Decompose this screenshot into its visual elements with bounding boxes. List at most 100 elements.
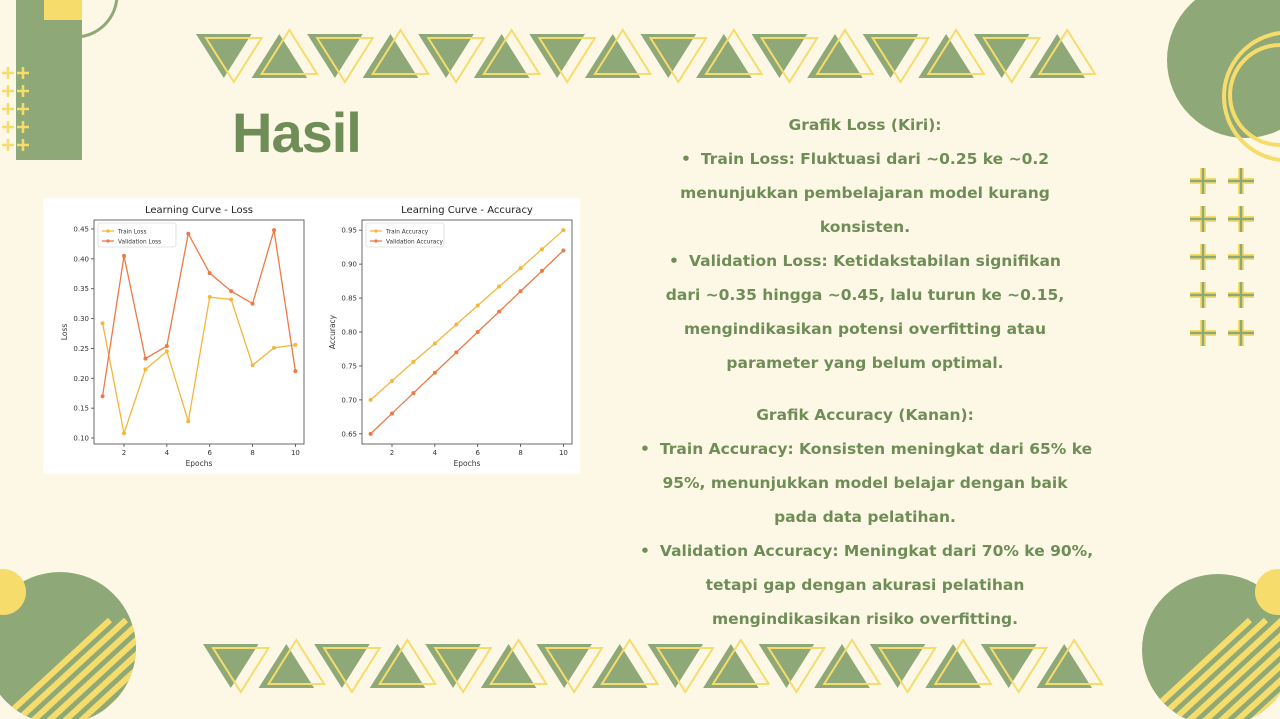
plus-icon (1190, 168, 1216, 194)
data-point (368, 397, 373, 402)
triangle-icon (815, 28, 875, 75)
triangle-icon (759, 37, 820, 84)
data-point (250, 301, 255, 306)
plus-icon (2, 67, 14, 79)
data-point (100, 394, 105, 399)
x-axis-label: Epochs (454, 459, 481, 468)
triangle-icon (488, 638, 549, 685)
plus-icon (17, 121, 29, 133)
triangle-icon (822, 638, 882, 685)
x-tick-label: 2 (390, 449, 394, 457)
triangle-icon (1037, 28, 1097, 75)
x-tick-label: 8 (250, 449, 254, 457)
val-acc-line-2: tetapi gap dengan akurasi pelatihan (705, 576, 1025, 594)
plus-icon (1228, 320, 1254, 346)
legend-marker (106, 239, 110, 243)
plus-icon (17, 139, 29, 151)
legend-box (97, 222, 177, 248)
x-tick-label: 4 (165, 449, 170, 457)
data-point (250, 363, 255, 368)
arc-icon (1228, 43, 1280, 147)
y-tick-label: 0.70 (341, 396, 357, 404)
val-acc-line-1: • Validation Accuracy: Meningkat dari 70%… (640, 534, 1093, 568)
x-tick-label: 4 (433, 449, 438, 457)
legend-marker (374, 229, 378, 233)
y-tick-label: 0.65 (341, 430, 357, 438)
legend-label: Validation Accuracy (386, 239, 444, 245)
plus-icon (17, 85, 29, 97)
y-tick-label: 0.40 (73, 255, 89, 263)
data-point (561, 248, 566, 253)
accuracy-heading: Grafik Accuracy (Kanan): (756, 406, 974, 424)
x-tick-label: 10 (291, 449, 300, 457)
train-loss-line-2: menunjukkan pembelajaran model kurang (680, 184, 1050, 202)
data-point (122, 253, 126, 258)
train-acc-line-1: • Train Accuracy: Konsisten meningkat dar… (640, 432, 1092, 466)
train-loss-line-3: konsisten. (819, 218, 911, 236)
stripe-icon (0, 617, 136, 719)
plus-icon (2, 121, 14, 133)
val-loss-line-3: mengindikasikan potensi overfitting atau (683, 320, 1047, 338)
x-tick-label: 8 (518, 449, 522, 457)
legend-marker (374, 239, 378, 243)
y-tick-label: 0.80 (341, 329, 357, 337)
data-point (100, 321, 105, 326)
triangle-icon (266, 638, 326, 685)
triangle-icon (704, 28, 764, 75)
plus-icon (1190, 206, 1216, 232)
data-point (432, 341, 437, 346)
data-point (540, 268, 544, 273)
x-tick-label: 10 (559, 449, 568, 457)
series-line (370, 250, 564, 435)
y-tick-label: 0.95 (341, 227, 357, 235)
page-title: Hasil (232, 101, 362, 164)
data-point (475, 303, 480, 308)
val-loss-line-4: parameter yang belum optimal. (726, 354, 1004, 372)
triangle-icon (593, 28, 653, 75)
triangle-icon (933, 638, 993, 685)
triangle-icon (1044, 638, 1104, 685)
arc-icon (1221, 31, 1280, 162)
data-point (272, 228, 276, 233)
accuracy-chart: Learning Curve - Accuracy 0.65 0.70 0.75 0.8… (328, 205, 573, 468)
series-line (101, 296, 296, 436)
data-point (368, 431, 373, 436)
data-point (143, 367, 148, 372)
triangle-icon (203, 644, 259, 688)
plus-icon (1228, 282, 1254, 308)
triangle-icon (989, 647, 1049, 694)
data-point (518, 289, 523, 294)
bullet-icon: • (669, 252, 679, 270)
data-point (561, 228, 566, 233)
triangle-icon (433, 647, 493, 694)
plot-frame (361, 219, 573, 445)
y-tick-label: 0.20 (73, 375, 89, 383)
bullet-icon: • (640, 542, 650, 560)
train-loss-line-1: • Train Loss: Fluktuasi dari ~0.25 ke ~0.… (640, 142, 1090, 176)
data-point (411, 391, 416, 396)
triangle-icon (600, 638, 660, 685)
data-point (390, 378, 394, 383)
loss-heading: Grafik Loss (Kiri): (788, 116, 942, 134)
data-point (122, 431, 126, 436)
triangle-icon (259, 28, 319, 75)
plus-icon (1190, 282, 1216, 308)
triangle-icon (648, 37, 708, 84)
stripe-icon (1142, 617, 1280, 719)
triangle-icon (481, 28, 542, 75)
data-point (164, 349, 169, 354)
triangle-icon (204, 37, 264, 84)
y-tick-label: 0.75 (341, 362, 357, 370)
data-point (390, 411, 394, 416)
y-tick-label: 0.10 (73, 435, 89, 443)
data-point (186, 419, 191, 424)
results-explanation: Grafik Loss (Kiri): • Train Loss: Fluktua… (640, 108, 1093, 636)
data-point (272, 345, 276, 350)
corner-block-accent (44, 0, 82, 20)
y-axis-label: Loss (60, 324, 69, 341)
corner-block (16, 0, 82, 160)
circle-icon (1255, 569, 1280, 615)
legend-marker (106, 229, 110, 233)
data-point (207, 295, 212, 300)
data-point (229, 289, 234, 294)
